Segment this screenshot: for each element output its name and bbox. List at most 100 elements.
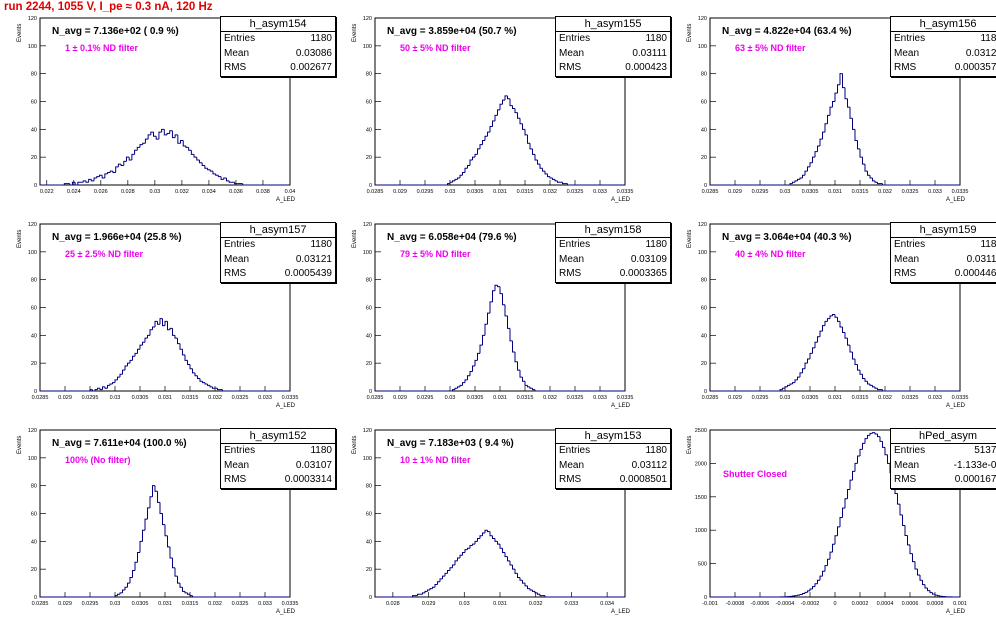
stats-value-entries: 1180 [980, 32, 996, 47]
x-tick-label: 0.0305 [467, 189, 484, 195]
navg-label: N_avg = 3.859e+04 (50.7 %) [387, 26, 517, 37]
filter-label: 63 ± 5% ND filter [735, 43, 805, 53]
x-axis-title: A_LED [946, 403, 965, 409]
y-tick-label: 80 [701, 278, 707, 284]
stats-box-title: h_asym153 [556, 429, 670, 444]
stats-label-mean: Mean [894, 47, 919, 62]
x-tick-label: 0.032 [543, 395, 557, 401]
y-tick-label: 120 [28, 428, 37, 434]
y-tick-label: 60 [31, 306, 37, 312]
x-tick-label: 0.0335 [617, 189, 634, 195]
x-tick-label: 0.0315 [182, 395, 199, 401]
stats-label-rms: RMS [559, 267, 581, 282]
y-tick-label: 60 [31, 100, 37, 106]
y-tick-label: 40 [701, 127, 707, 133]
y-axis-title: Events [687, 24, 693, 42]
navg-label: N_avg = 7.183e+03 ( 9.4 %) [387, 438, 514, 449]
stats-value-entries: 1180 [980, 238, 996, 253]
y-axis-title: Events [352, 230, 358, 248]
stats-value-mean: 0.03107 [296, 459, 332, 474]
filter-label: 10 ± 1% ND filter [400, 455, 470, 465]
x-tick-label: 0.038 [256, 189, 270, 195]
stats-value-entries: 1180 [310, 444, 332, 459]
x-tick-label: 0.029 [58, 395, 72, 401]
stats-value-entries: 1180 [310, 238, 332, 253]
y-tick-label: 40 [31, 333, 37, 339]
x-tick-label: -0.0002 [801, 601, 820, 607]
x-tick-label: 0.032 [543, 189, 557, 195]
x-tick-label: 0.033 [928, 395, 942, 401]
x-tick-label: 0.03 [445, 189, 456, 195]
y-tick-label: 40 [701, 333, 707, 339]
y-tick-label: 60 [366, 100, 372, 106]
x-tick-label: 0.032 [529, 601, 543, 607]
filter-label: 79 ± 5% ND filter [400, 249, 470, 259]
filter-label: 40 ± 4% ND filter [735, 249, 805, 259]
stats-value-rms: 0.000423 [625, 61, 667, 76]
stats-box-title: hPed_asym [891, 429, 996, 444]
x-tick-label: 0.0315 [852, 395, 869, 401]
stats-label-rms: RMS [894, 473, 916, 488]
x-axis-title: A_LED [611, 609, 630, 615]
stats-label-entries: Entries [559, 238, 590, 253]
x-tick-label: 0.03 [780, 395, 791, 401]
x-tick-label: 0.031 [493, 395, 507, 401]
stats-value-mean: 0.03109 [631, 253, 667, 268]
stats-label-mean: Mean [559, 47, 584, 62]
y-axis-title: Events [17, 436, 23, 454]
filter-label: 50 ± 5% ND filter [400, 43, 470, 53]
navg-label: N_avg = 3.064e+04 (40.3 %) [722, 232, 852, 243]
y-tick-label: 60 [366, 306, 372, 312]
x-tick-label: 0.033 [593, 189, 607, 195]
y-tick-label: 20 [366, 155, 372, 161]
y-axis-title: Events [687, 230, 693, 248]
x-tick-label: -0.0008 [726, 601, 745, 607]
y-tick-label: 80 [366, 484, 372, 490]
x-tick-label: 0.0295 [82, 601, 99, 607]
x-tick-label: 0.034 [202, 189, 216, 195]
y-tick-label: 2500 [695, 428, 707, 434]
x-tick-label: 0.03 [150, 189, 161, 195]
stats-value-mean: 0.03111 [632, 47, 667, 62]
stats-label-rms: RMS [224, 473, 246, 488]
stats-box: h_asym156Entries1180Mean0.03121RMS0.0003… [890, 16, 996, 77]
y-tick-label: 60 [701, 100, 707, 106]
y-tick-label: 100 [698, 44, 707, 50]
stats-label-rms: RMS [559, 473, 581, 488]
x-tick-label: 0.031 [158, 395, 172, 401]
x-tick-label: 0.032 [878, 395, 892, 401]
y-tick-label: 80 [366, 278, 372, 284]
stats-value-entries: 1180 [310, 32, 332, 47]
stats-label-mean: Mean [894, 459, 919, 474]
stats-label-rms: RMS [224, 61, 246, 76]
x-tick-label: 0.0285 [367, 189, 384, 195]
stats-label-mean: Mean [224, 253, 249, 268]
y-tick-label: 1000 [695, 528, 707, 534]
stats-label-rms: RMS [224, 267, 246, 282]
y-tick-label: 80 [31, 484, 37, 490]
y-tick-label: 0 [34, 183, 37, 189]
x-tick-label: 0.0335 [952, 189, 969, 195]
x-tick-label: 0.0295 [752, 395, 769, 401]
x-tick-label: 0.0295 [82, 395, 99, 401]
stats-label-mean: Mean [559, 459, 584, 474]
y-tick-label: 500 [698, 562, 707, 568]
x-axis-title: A_LED [611, 403, 630, 409]
stats-row-mean: Mean 0.03121 [891, 47, 996, 62]
stats-value-mean: 0.03121 [966, 47, 996, 62]
stats-label-entries: Entries [224, 32, 255, 47]
stats-value-rms: 0.0005439 [285, 267, 332, 282]
